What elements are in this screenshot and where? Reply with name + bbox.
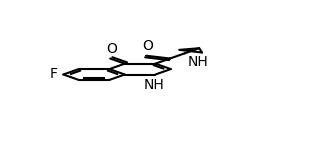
Text: F: F bbox=[50, 67, 57, 82]
Text: O: O bbox=[106, 42, 117, 56]
Text: NH: NH bbox=[188, 55, 209, 69]
Text: NH: NH bbox=[144, 78, 164, 92]
Text: O: O bbox=[142, 39, 153, 53]
